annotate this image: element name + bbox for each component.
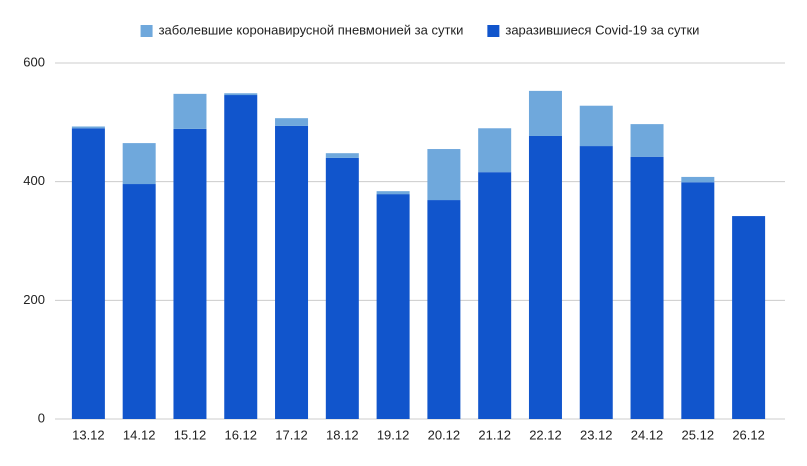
x-tick-label: 14.12 [123, 427, 156, 442]
bar-segment [630, 156, 664, 419]
bar-segment [325, 157, 359, 419]
bar-segment [376, 191, 410, 195]
y-tick-label: 0 [38, 410, 45, 425]
x-tick-label: 22.12 [529, 427, 562, 442]
x-tick-label: 26.12 [732, 427, 765, 442]
bar-segment [122, 143, 156, 185]
legend-swatch [487, 25, 500, 37]
bar-segment [732, 216, 766, 419]
y-tick-label: 600 [23, 54, 45, 69]
x-tick-label: 18.12 [326, 427, 359, 442]
y-tick-label: 400 [23, 173, 45, 188]
bar-segment [681, 182, 715, 419]
bar-segment [427, 200, 461, 419]
bar-segment [528, 90, 562, 136]
bar-segment [224, 93, 258, 96]
bar-segment [122, 184, 156, 419]
bar-segment [478, 128, 512, 173]
bar-segment [71, 126, 105, 129]
bar-segment [275, 118, 309, 126]
bar-segment [325, 153, 359, 158]
bar-segment [224, 95, 258, 419]
bar-segment [275, 125, 309, 419]
x-tick-label: 23.12 [580, 427, 613, 442]
bar-segment [427, 149, 461, 201]
x-tick-label: 15.12 [174, 427, 207, 442]
bar-segment [630, 124, 664, 157]
legend-swatch [140, 25, 153, 37]
bar-segment [681, 176, 715, 183]
bar-segment [173, 93, 207, 129]
y-tick-label: 200 [23, 292, 45, 307]
bar-segment [528, 135, 562, 420]
x-tick-label: 25.12 [682, 427, 715, 442]
x-tick-label: 16.12 [224, 427, 257, 442]
legend-label: заболевшие коронавирусной пневмонией за … [159, 22, 464, 37]
bar-segment [71, 128, 105, 419]
x-tick-label: 21.12 [478, 427, 511, 442]
legend-label: заразившиеся Covid-19 за сутки [505, 22, 699, 37]
x-tick-label: 19.12 [377, 427, 410, 442]
bar-segment [579, 105, 613, 147]
x-tick-label: 24.12 [631, 427, 664, 442]
x-tick-label: 13.12 [72, 427, 105, 442]
bar-segment [376, 194, 410, 419]
bar-segment [173, 128, 207, 420]
x-tick-label: 20.12 [428, 427, 461, 442]
bar-segment [579, 146, 613, 420]
x-tick-label: 17.12 [275, 427, 308, 442]
bar-segment [478, 172, 512, 419]
